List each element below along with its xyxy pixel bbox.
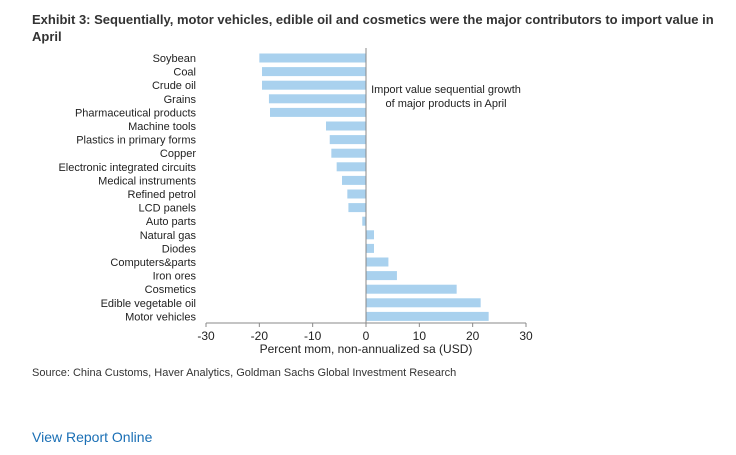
bar-soybean xyxy=(259,53,366,63)
bar-auto-parts xyxy=(362,216,366,226)
category-label: Natural gas xyxy=(140,230,197,242)
x-tick-label: -20 xyxy=(251,329,269,343)
bar-natural-gas xyxy=(366,230,374,240)
category-label: Computers&parts xyxy=(110,257,196,269)
category-label: Cosmetics xyxy=(145,284,197,296)
bar-grains xyxy=(268,94,366,104)
bar-plastics-in-primary-forms xyxy=(329,135,366,145)
x-axis-group: -30 -20 -10 0 10 20 30 xyxy=(197,48,533,343)
x-tick-label: -10 xyxy=(304,329,322,343)
category-label: Motor vehicles xyxy=(125,311,196,323)
category-label: LCD panels xyxy=(139,203,197,215)
view-report-link[interactable]: View Report Online xyxy=(32,429,153,445)
bar-crude-oil xyxy=(262,80,366,90)
category-label: Iron ores xyxy=(153,271,197,283)
bar-lcd-panels xyxy=(348,203,366,213)
category-label: Crude oil xyxy=(152,80,196,92)
x-axis-label: Percent mom, non-annualized sa (USD) xyxy=(260,342,473,356)
chart-annotation-line-2: of major products in April xyxy=(385,98,506,110)
category-label: Soybean xyxy=(153,53,196,65)
bar-diodes xyxy=(366,243,374,253)
x-tick-label: 10 xyxy=(413,329,427,343)
x-tick-label: 20 xyxy=(466,329,480,343)
bars-group xyxy=(259,53,489,321)
bar-computers-parts xyxy=(366,257,389,267)
category-label: Machine tools xyxy=(128,121,196,133)
category-label: Refined petrol xyxy=(128,189,197,201)
bar-refined-petrol xyxy=(347,189,366,199)
bar-copper xyxy=(331,148,366,158)
chart-annotation-line-1: Import value sequential growth xyxy=(371,84,521,96)
bar-coal xyxy=(262,67,366,77)
x-tick-label: 30 xyxy=(519,329,533,343)
bar-medical-instruments xyxy=(342,175,366,185)
bar-machine-tools xyxy=(326,121,366,131)
bar-edible-vegetable-oil xyxy=(366,298,481,308)
exhibit-title: Exhibit 3: Sequentially, motor vehicles,… xyxy=(32,12,714,44)
category-label: Edible vegetable oil xyxy=(101,298,196,310)
category-label: Electronic integrated circuits xyxy=(58,162,196,174)
category-label: Grains xyxy=(164,94,197,106)
bar-electronic-integrated-circuits xyxy=(336,162,366,172)
bar-motor-vehicles xyxy=(366,311,489,321)
x-tick-label: -30 xyxy=(197,329,215,343)
category-label: Pharmaceutical products xyxy=(75,107,197,119)
bar-pharmaceutical-products xyxy=(270,107,366,117)
category-label: Plastics in primary forms xyxy=(76,135,196,147)
x-tick-label: 0 xyxy=(363,329,370,343)
bar-iron-ores xyxy=(366,271,397,281)
category-label: Coal xyxy=(173,67,196,79)
category-label: Copper xyxy=(160,148,196,160)
category-label: Auto parts xyxy=(146,216,197,228)
bar-cosmetics xyxy=(366,284,457,294)
category-label: Medical instruments xyxy=(98,175,196,187)
category-label: Diodes xyxy=(162,243,197,255)
source-note: Source: China Customs, Haver Analytics, … xyxy=(32,367,457,379)
